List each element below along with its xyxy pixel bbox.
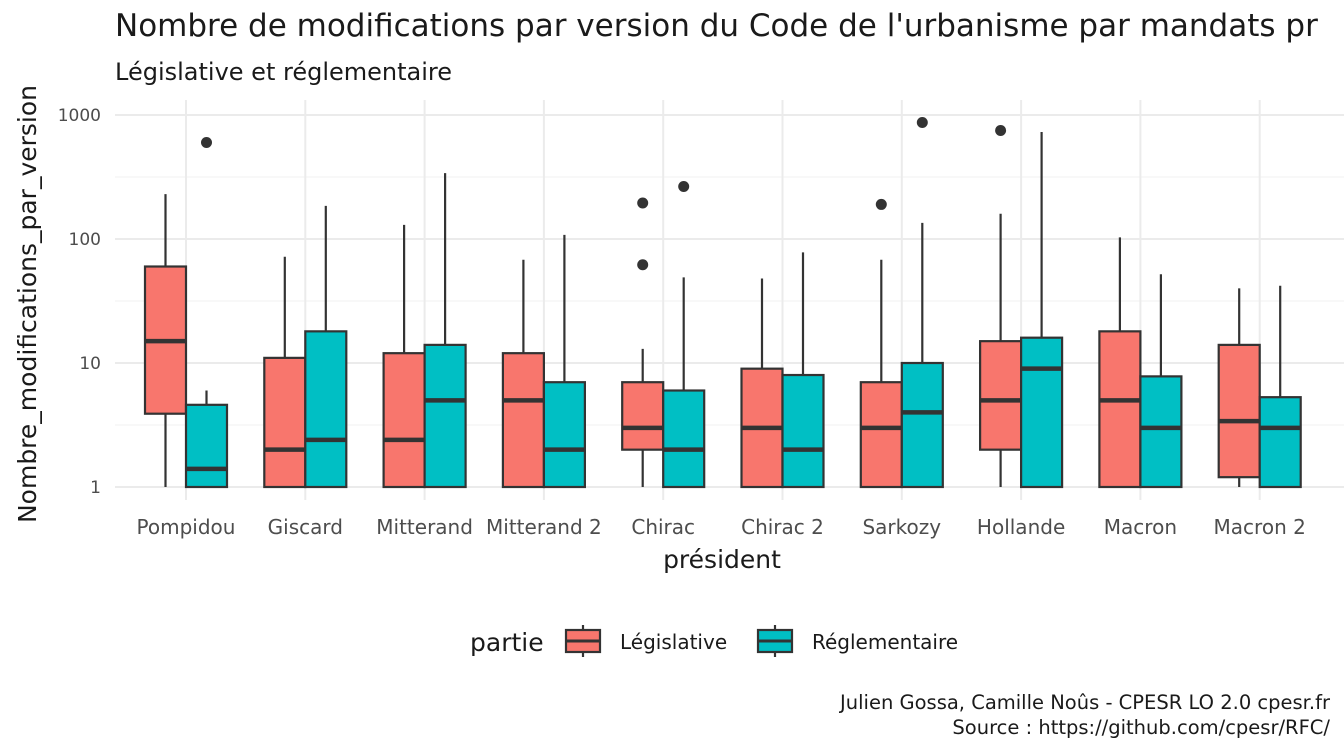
y-tick-label: 1 bbox=[90, 478, 101, 498]
x-tick-label: Chirac bbox=[631, 515, 695, 539]
x-tick-label: Macron bbox=[1104, 515, 1177, 539]
caption-credits: Julien Gossa, Camille Noûs - CPESR LO 2.… bbox=[840, 691, 1330, 714]
legend-label: Législative bbox=[620, 630, 727, 654]
box bbox=[1258, 396, 1302, 489]
box bbox=[978, 340, 1023, 451]
x-tick-label: Mitterand bbox=[376, 515, 473, 539]
outlier-point bbox=[637, 259, 649, 271]
outlier-point bbox=[201, 137, 212, 149]
box bbox=[1019, 336, 1064, 489]
box bbox=[542, 381, 587, 489]
box bbox=[304, 330, 348, 489]
outlier-point bbox=[916, 116, 928, 128]
box bbox=[662, 389, 706, 489]
box bbox=[859, 381, 903, 489]
box bbox=[900, 361, 944, 489]
x-tick-label: Mitterand 2 bbox=[486, 515, 602, 539]
y-tick-label: 10 bbox=[79, 354, 101, 374]
legend-title: partie bbox=[470, 628, 544, 657]
box bbox=[621, 381, 665, 451]
x-axis-title: président bbox=[663, 545, 781, 574]
box bbox=[1098, 330, 1142, 489]
box bbox=[1139, 375, 1183, 489]
x-tick-label: Pompidou bbox=[137, 515, 236, 539]
x-tick-label: Giscard bbox=[268, 515, 343, 539]
y-tick-label: 100 bbox=[69, 230, 101, 250]
outlier-point bbox=[995, 124, 1007, 136]
x-tick-label: Sarkozy bbox=[862, 515, 941, 539]
box bbox=[184, 403, 229, 489]
outlier-point bbox=[678, 181, 690, 193]
box bbox=[501, 352, 545, 489]
x-tick-label: Macron 2 bbox=[1214, 515, 1306, 539]
chart-title: Nombre de modifications par version du C… bbox=[115, 8, 1318, 44]
caption-source: Source : https://github.com/cpesr/RFC/ bbox=[952, 716, 1330, 739]
box bbox=[423, 343, 467, 489]
legend-label: Réglementaire bbox=[812, 630, 958, 654]
y-axis-title: Nombre_modifications_par_version bbox=[13, 85, 42, 523]
chart-subtitle: Législative et réglementaire bbox=[115, 58, 452, 86]
outlier-point bbox=[637, 197, 649, 209]
chart-caption: Julien Gossa, Camille Noûs - CPESR LO 2.… bbox=[840, 690, 1330, 740]
box bbox=[263, 356, 307, 489]
y-tick-label: 1000 bbox=[58, 106, 101, 126]
x-tick-label: Hollande bbox=[977, 515, 1065, 539]
box bbox=[1217, 343, 1261, 479]
box bbox=[382, 352, 426, 489]
outlier-point bbox=[875, 198, 887, 210]
x-tick-label: Chirac 2 bbox=[741, 515, 824, 539]
box bbox=[781, 373, 825, 489]
